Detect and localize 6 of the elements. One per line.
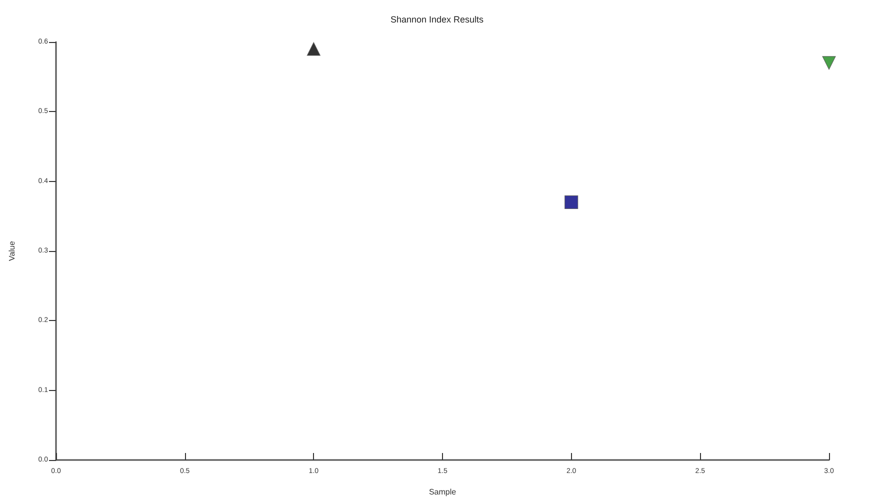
- x-axis-title: Sample: [428, 488, 457, 496]
- point: [822, 56, 836, 70]
- y-axis-title: Value: [8, 240, 16, 261]
- chart-title: Shannon Index Results: [390, 14, 484, 24]
- point: [564, 195, 578, 210]
- point: [306, 42, 320, 56]
